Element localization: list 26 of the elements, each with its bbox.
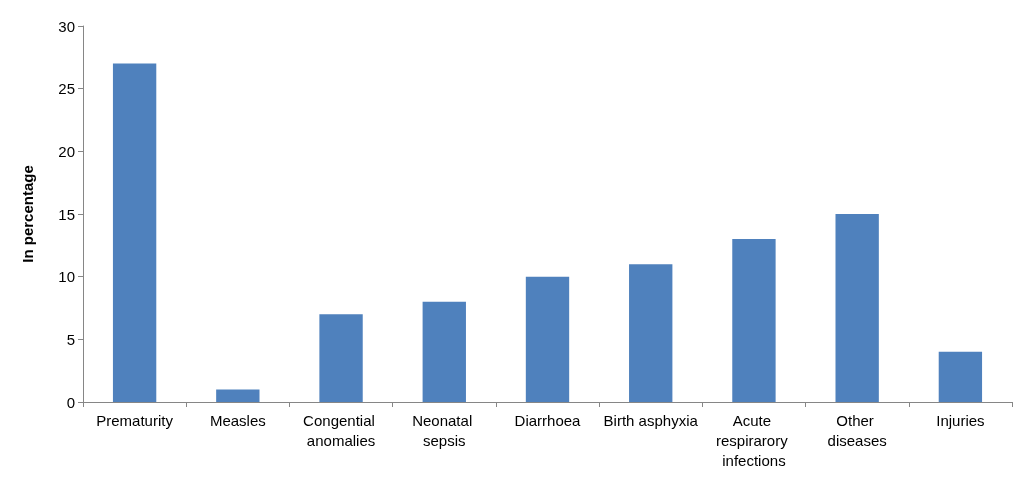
bar: [319, 314, 363, 402]
y-axis-title: In percentage: [19, 165, 36, 263]
x-tick-label: Prematurity: [96, 411, 174, 429]
bar: [732, 239, 776, 402]
bar: [835, 214, 879, 402]
x-tick-label: Congential anomalies: [303, 411, 379, 449]
x-tick-label: Measles: [209, 411, 266, 429]
y-tick-label: 25: [58, 80, 75, 98]
y-tick-label: 20: [58, 142, 75, 160]
x-tick-label: Birth asphyxia: [603, 411, 699, 429]
bar: [112, 63, 157, 402]
bar: [422, 301, 466, 402]
x-tick-label: Diarrhoea: [514, 411, 582, 429]
y-tick-label: 30: [58, 17, 75, 35]
x-tick-label: Injuries: [936, 411, 985, 429]
x-tick-label: Acute respirarory infections: [716, 411, 792, 469]
bar: [525, 276, 570, 402]
y-tick-label: 0: [66, 393, 75, 411]
bar: [938, 351, 983, 402]
y-tick-label: 10: [58, 268, 75, 286]
x-tick-label: Neonatal sepsis: [412, 411, 477, 449]
bar: [629, 264, 673, 402]
y-tick-label: 5: [66, 330, 75, 348]
y-tick-label: 15: [58, 205, 75, 223]
x-tick-label: Other diseases: [827, 411, 887, 449]
bar: [216, 389, 260, 402]
